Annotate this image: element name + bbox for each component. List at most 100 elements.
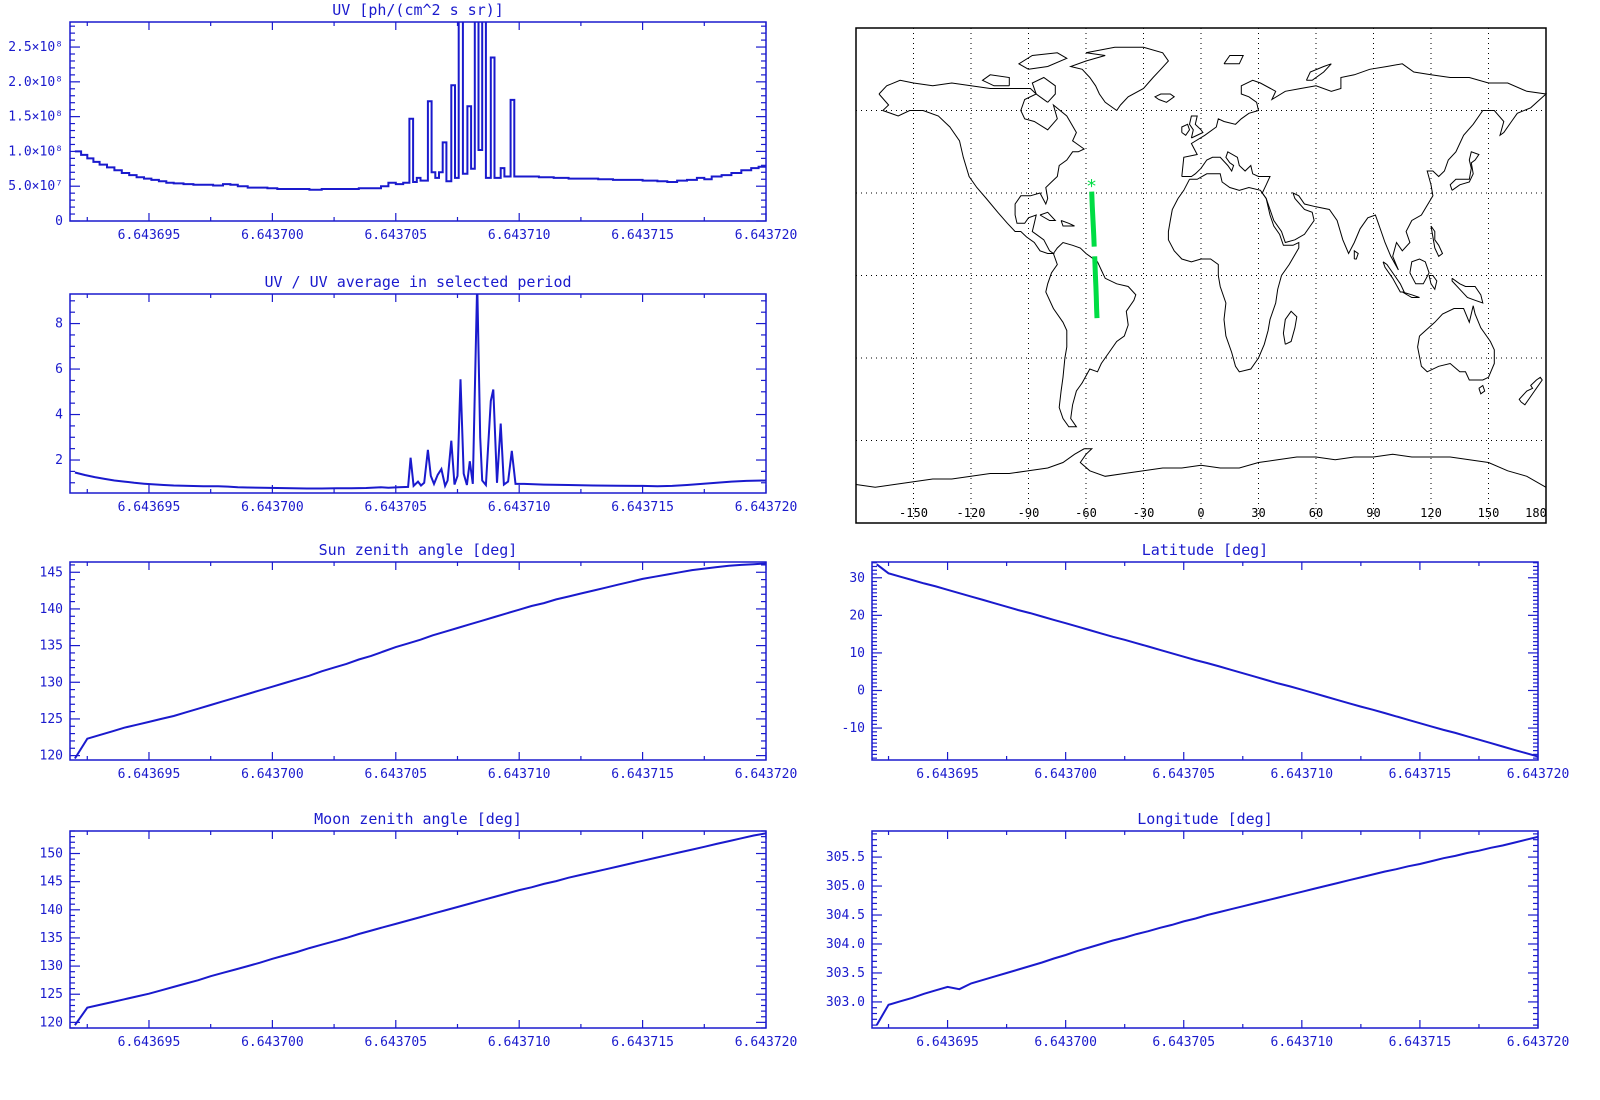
y-tick-label: 130 [40, 959, 63, 974]
x-tick-label: 6.643695 [118, 767, 181, 782]
chart-title: UV [ph/(cm^2 s sr)] [332, 1, 504, 19]
y-tick-label: 140 [40, 903, 63, 918]
map-lon-label: -30 [1133, 506, 1155, 520]
map-lon-label: -60 [1075, 506, 1097, 520]
x-tick-label: 6.643720 [735, 767, 798, 782]
y-tick-label: 145 [40, 875, 63, 890]
x-tick-label: 6.643710 [488, 500, 551, 515]
tick-marks [70, 294, 767, 493]
y-tick-label: 145 [40, 565, 63, 580]
y-tick-label: 0 [857, 683, 865, 698]
y-tick-label: 5.0×10⁷ [8, 179, 63, 194]
lon-data-line [875, 835, 1538, 1026]
axis-frame [69, 561, 767, 761]
ratio-data-line [74, 294, 766, 490]
chart-title: UV / UV average in selected period [264, 273, 571, 291]
map-lon-label: 120 [1420, 506, 1442, 520]
sun-chart-svg: 6.643695 6.643700 6.643705 6.643710 6.643715… [40, 541, 798, 782]
y-tick-label: 304.5 [826, 908, 865, 923]
x-tick-label: 6.643700 [241, 228, 304, 243]
y-tick-label: 2 [55, 453, 63, 468]
x-tick-label: 6.643720 [1507, 1035, 1570, 1050]
axis-frame [69, 293, 767, 494]
y-tick-label: -10 [842, 721, 865, 736]
map-lon-label: 150 [1478, 506, 1500, 520]
ratio-chart-svg: 6.643695 6.643700 6.643705 6.643710 6.643715… [55, 273, 798, 515]
y-tick-label: 135 [40, 639, 63, 654]
tick-marks [70, 22, 767, 222]
y-tick-label: 140 [40, 602, 63, 617]
y-tick-label: 125 [40, 987, 63, 1002]
axis-frame [871, 830, 1539, 1029]
y-tick-label: 150 [40, 847, 63, 862]
x-tick-label: 6.643695 [916, 1035, 979, 1050]
y-tick-label: 1.5×10⁸ [8, 110, 63, 125]
x-tick-label: 6.643700 [241, 767, 304, 782]
track-start-marker: * [1086, 176, 1097, 197]
map-lon-label: 60 [1309, 506, 1323, 520]
uv-ratio-chart: 6.643695 6.643700 6.643705 6.643710 6.643715… [0, 266, 800, 522]
map-grid [856, 28, 1546, 523]
chart-title: Moon zenith angle [deg] [314, 810, 522, 828]
longitude-chart: 6.643695 6.643700 6.643705 6.643710 6.643715… [800, 804, 1600, 1060]
x-tick-label: 6.643705 [364, 767, 427, 782]
y-tick-label: 1.0×10⁸ [8, 144, 63, 159]
chart-title: Longitude [deg] [1137, 810, 1272, 828]
ground-track [1089, 191, 1100, 319]
map-lon-label: 0 [1197, 506, 1204, 520]
tick-marks [872, 831, 1539, 1028]
x-tick-label: 6.643710 [1271, 1035, 1334, 1050]
x-tick-label: 6.643695 [118, 1035, 181, 1050]
x-tick-label: 6.643705 [364, 500, 427, 515]
y-tick-label: 30 [849, 571, 865, 586]
world-map-svg: -150 -120 -90 -60 -30 0 30 60 90 120 150 180 * [855, 27, 1548, 524]
x-tick-label: 6.643720 [735, 500, 798, 515]
map-lon-label: 30 [1251, 506, 1265, 520]
x-tick-label: 6.643710 [488, 767, 551, 782]
x-tick-label: 6.643715 [611, 1035, 674, 1050]
moon-data-line [74, 832, 766, 1026]
sun-zenith-chart: 6.643695 6.643700 6.643705 6.643710 6.643715… [0, 536, 800, 792]
x-tick-label: 6.643715 [611, 500, 674, 515]
y-tick-label: 0 [55, 214, 63, 229]
y-tick-label: 303.0 [826, 995, 865, 1010]
moon-zenith-chart: 6.643695 6.643700 6.643705 6.643710 6.643715… [0, 804, 800, 1060]
x-tick-label: 6.643715 [611, 767, 674, 782]
sun-data-line [74, 562, 766, 760]
x-tick-label: 6.643705 [364, 1035, 427, 1050]
y-tick-label: 305.5 [826, 850, 865, 865]
x-tick-label: 6.643705 [364, 228, 427, 243]
axis-frame [871, 561, 1539, 761]
x-tick-label: 6.643700 [1034, 1035, 1097, 1050]
x-tick-label: 6.643695 [118, 228, 181, 243]
map-lon-label: 90 [1366, 506, 1380, 520]
lon-chart-svg: 6.643695 6.643700 6.643705 6.643710 6.643715… [826, 810, 1570, 1050]
x-tick-label: 6.643700 [241, 1035, 304, 1050]
y-tick-label: 4 [55, 408, 63, 423]
y-tick-label: 6 [55, 362, 63, 377]
x-tick-label: 6.643695 [916, 767, 979, 782]
y-tick-label: 125 [40, 712, 63, 727]
tick-marks [872, 562, 1539, 760]
y-tick-label: 2.0×10⁸ [8, 75, 63, 90]
axis-frame [69, 21, 767, 222]
lat-data-line [876, 563, 1538, 758]
x-tick-label: 6.643695 [118, 500, 181, 515]
map-frame [855, 27, 1547, 524]
tick-marks [70, 562, 767, 760]
x-tick-label: 6.643720 [735, 1035, 798, 1050]
y-tick-label: 304.0 [826, 937, 865, 952]
y-tick-label: 120 [40, 749, 63, 764]
x-tick-label: 6.643720 [735, 228, 798, 243]
tick-marks [70, 830, 767, 1029]
y-tick-label: 135 [40, 931, 63, 946]
lat-chart-svg: 6.643695 6.643700 6.643705 6.643710 6.643715… [842, 541, 1570, 782]
y-tick-label: 10 [849, 646, 865, 661]
world-map: -150 -120 -90 -60 -30 0 30 60 90 120 150 180 * [840, 12, 1600, 532]
latitude-chart: 6.643695 6.643700 6.643705 6.643710 6.643715… [800, 536, 1600, 792]
axis-frame [69, 830, 767, 1029]
x-tick-label: 6.643715 [1389, 1035, 1452, 1050]
x-tick-label: 6.643710 [1271, 767, 1334, 782]
y-tick-label: 303.5 [826, 966, 865, 981]
